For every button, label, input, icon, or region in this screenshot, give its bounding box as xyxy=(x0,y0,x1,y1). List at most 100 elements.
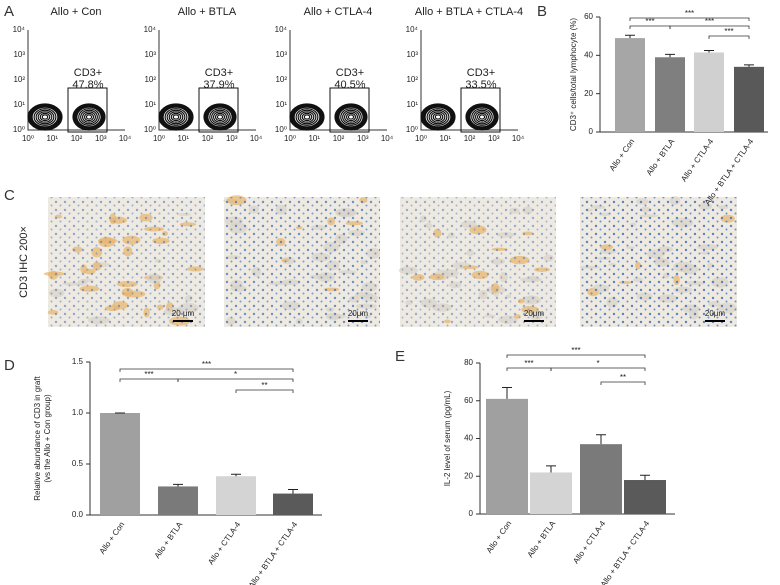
y-tick-label: 0.5 xyxy=(72,459,84,468)
significance-label: * xyxy=(234,370,237,379)
significance-bracket xyxy=(629,17,750,21)
flow-y-tick: 10² xyxy=(406,75,418,84)
flow-y-tick: 10³ xyxy=(144,50,156,59)
ihc-nuclei xyxy=(224,197,380,327)
flow-x-tick: 10² xyxy=(71,134,83,143)
gate-percent: 37.9% xyxy=(203,79,234,91)
significance-bracket xyxy=(629,25,671,29)
x-tick-label: Allo + BTLA + CTLA-4 xyxy=(599,519,652,585)
x-tick-label: Allo + BTLA xyxy=(526,519,558,559)
panel-label: D xyxy=(4,357,15,374)
flow-y-tick: 10² xyxy=(144,75,156,84)
flow-title: Allo + CTLA-4 xyxy=(304,6,373,18)
y-axis-label: Relative abundance of CD3 in graft xyxy=(33,375,42,500)
significance-bracket xyxy=(177,378,294,382)
bar xyxy=(100,413,140,515)
error-bar xyxy=(231,473,241,477)
flow-gate xyxy=(329,87,370,133)
x-tick-label: Allo + Con xyxy=(98,520,127,556)
x-tick-label: Allo + BTLA xyxy=(645,137,677,177)
gate-label: CD3+ xyxy=(205,67,233,79)
significance-bracket xyxy=(119,368,294,372)
contour xyxy=(172,114,180,120)
error-bar xyxy=(288,489,298,494)
bar xyxy=(530,472,572,514)
gate-percent: 33.5% xyxy=(465,79,496,91)
significance-bracket xyxy=(708,35,750,39)
y-tick-label: 40 xyxy=(464,434,473,443)
flow-gate xyxy=(67,87,108,133)
significance-bracket xyxy=(506,354,646,358)
gate-label: CD3+ xyxy=(336,67,364,79)
flow-x-tick: 10³ xyxy=(226,134,238,143)
flow-x-tick: 10⁰ xyxy=(22,134,34,143)
flow-title: Allo + Con xyxy=(50,6,101,18)
x-tick-label: Allo + CTLA-4 xyxy=(206,520,242,567)
significance-label: *** xyxy=(524,359,533,368)
flow-y-tick: 10⁴ xyxy=(13,25,26,34)
bar xyxy=(486,398,528,514)
y-tick-label: 1.0 xyxy=(72,408,84,417)
significance-bracket xyxy=(119,378,179,382)
flow-y-tick: 10³ xyxy=(275,50,287,59)
significance-label: * xyxy=(596,359,599,368)
ihc-nuclei xyxy=(580,197,737,327)
flow-x-tick: 10³ xyxy=(357,134,369,143)
flow-y-tick: 10³ xyxy=(13,50,25,59)
flow-y-tick: 10² xyxy=(13,75,25,84)
error-bar xyxy=(665,53,675,58)
y-tick-label: 1.5 xyxy=(72,357,84,366)
scale-label: 20μm xyxy=(524,309,545,318)
bar xyxy=(624,480,666,514)
significance-label: ** xyxy=(620,373,626,382)
x-tick-label: Allo + BTLA xyxy=(153,520,185,560)
y-tick-label: 0 xyxy=(469,509,474,518)
bar xyxy=(580,444,622,514)
y-tick-label: 20 xyxy=(464,471,473,480)
y-tick-label: 20 xyxy=(584,89,593,98)
contour xyxy=(478,114,486,120)
scale-label: 20 μm xyxy=(172,309,195,318)
y-axis-label: IL-2 level of serum (pg/mL) xyxy=(443,390,452,486)
flow-x-tick: 10³ xyxy=(95,134,107,143)
flow-gate xyxy=(198,87,239,133)
x-tick-label: Allo + Con xyxy=(608,137,637,173)
panel-label: A xyxy=(4,3,14,20)
flow-y-tick: 10⁰ xyxy=(406,125,418,134)
contour xyxy=(85,114,93,120)
flow-x-tick: 10⁰ xyxy=(415,134,427,143)
significance-label: *** xyxy=(724,27,733,36)
flow-y-tick: 10⁰ xyxy=(13,125,25,134)
scale-label: 20μm xyxy=(705,309,726,318)
significance-label: *** xyxy=(645,17,654,26)
flow-y-tick: 10² xyxy=(275,75,287,84)
y-tick-label: 0.0 xyxy=(72,510,84,519)
error-bar xyxy=(640,474,650,481)
contour xyxy=(347,114,355,120)
bar xyxy=(734,66,764,132)
flow-y-tick: 10⁰ xyxy=(144,125,156,134)
ihc-nuclei xyxy=(400,197,556,327)
flow-x-tick: 10¹ xyxy=(177,134,189,143)
contour xyxy=(434,114,442,120)
y-tick-label: 60 xyxy=(584,12,593,21)
flow-title: Allo + BTLA xyxy=(178,6,237,18)
error-bar xyxy=(596,434,606,445)
y-tick-label: 40 xyxy=(584,50,593,59)
error-bar xyxy=(173,483,183,487)
flow-x-tick: 10⁴ xyxy=(119,134,132,143)
bar xyxy=(615,38,645,133)
contour xyxy=(41,114,49,120)
error-bar xyxy=(502,387,512,399)
gate-percent: 40.5% xyxy=(334,79,365,91)
gate-label: CD3+ xyxy=(74,67,102,79)
significance-label: *** xyxy=(685,9,694,18)
x-tick-label: Allo + CTLA-4 xyxy=(679,137,715,184)
significance-label: *** xyxy=(571,346,580,355)
significance-label: *** xyxy=(202,360,211,369)
flow-x-tick: 10² xyxy=(464,134,476,143)
flow-x-tick: 10⁴ xyxy=(512,134,525,143)
y-tick-label: 0 xyxy=(589,127,594,136)
